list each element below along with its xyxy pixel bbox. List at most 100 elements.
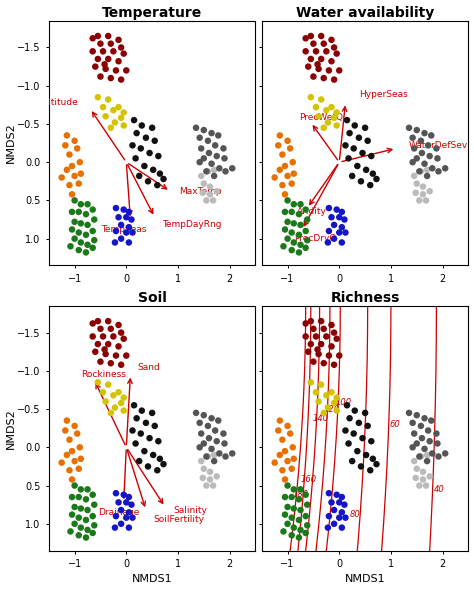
Point <box>310 39 317 48</box>
Point <box>120 205 128 214</box>
Point <box>421 159 428 168</box>
Point <box>89 47 97 56</box>
Point <box>289 442 297 452</box>
Point <box>307 378 315 387</box>
Point <box>192 123 200 133</box>
Point <box>281 447 289 456</box>
Point <box>297 199 304 209</box>
Point <box>412 188 419 198</box>
Point <box>132 439 139 448</box>
Point <box>338 207 346 217</box>
Point <box>219 144 227 153</box>
Point <box>410 144 418 153</box>
Point <box>328 497 335 507</box>
Point <box>303 520 311 530</box>
Text: 180: 180 <box>292 490 309 499</box>
Point <box>295 533 303 542</box>
Point <box>320 359 328 368</box>
Point <box>129 140 137 150</box>
Point <box>213 471 220 481</box>
Text: HyperSeas: HyperSeas <box>359 90 408 99</box>
Point <box>199 473 207 483</box>
Point <box>355 133 363 142</box>
Point <box>419 189 427 199</box>
Point <box>410 171 418 181</box>
Point <box>290 199 298 209</box>
Point <box>66 435 73 444</box>
Point <box>330 42 338 52</box>
Point <box>409 158 417 167</box>
Point <box>280 527 287 536</box>
Point <box>281 189 289 199</box>
Point <box>91 500 98 509</box>
Point <box>62 140 69 150</box>
Point <box>94 378 101 387</box>
Point <box>94 93 101 102</box>
Point <box>66 466 73 475</box>
Title: Richness: Richness <box>330 291 400 304</box>
Point <box>307 54 315 64</box>
Point <box>281 510 289 519</box>
Point <box>348 457 356 466</box>
Point <box>128 215 135 224</box>
Point <box>330 360 338 369</box>
Point <box>210 196 217 205</box>
Point <box>364 421 372 431</box>
Point <box>132 153 139 163</box>
Point <box>320 73 328 83</box>
Point <box>366 466 374 475</box>
Point <box>359 148 366 158</box>
Point <box>210 165 218 175</box>
Point <box>115 103 122 112</box>
Point <box>68 447 76 456</box>
Title: Water availability: Water availability <box>296 5 434 19</box>
Point <box>320 39 328 48</box>
Point <box>416 166 423 176</box>
X-axis label: NMDS1: NMDS1 <box>345 575 385 585</box>
Point <box>66 150 73 159</box>
Point <box>204 452 212 461</box>
Point <box>84 525 91 535</box>
Point <box>351 406 358 415</box>
Point <box>141 161 148 171</box>
Point <box>125 238 133 247</box>
Point <box>288 513 295 522</box>
Point <box>413 439 420 448</box>
Point <box>325 512 333 521</box>
Point <box>111 117 118 127</box>
Point <box>297 240 304 250</box>
Point <box>99 388 107 397</box>
Point <box>68 189 76 199</box>
Point <box>94 316 101 326</box>
Point <box>423 457 431 466</box>
Point <box>58 458 65 467</box>
Point <box>115 497 122 507</box>
Point <box>94 54 101 64</box>
Point <box>361 408 369 418</box>
Point <box>336 513 343 522</box>
Point <box>97 72 104 81</box>
Point <box>330 220 338 230</box>
Point <box>198 171 205 181</box>
Point <box>320 408 328 418</box>
Point <box>318 339 325 349</box>
Point <box>77 454 85 464</box>
Point <box>196 442 203 452</box>
Point <box>417 452 425 461</box>
Point <box>122 497 130 507</box>
Point <box>129 426 137 435</box>
Point <box>104 339 112 349</box>
Point <box>295 494 303 504</box>
Point <box>120 121 128 130</box>
Point <box>109 391 117 400</box>
Point <box>77 199 85 209</box>
Point <box>102 64 109 74</box>
Point <box>112 351 120 360</box>
Point <box>115 57 122 66</box>
Point <box>160 460 167 469</box>
Point <box>94 31 101 41</box>
Point <box>146 434 154 443</box>
Point <box>343 401 351 410</box>
X-axis label: NMDS1: NMDS1 <box>132 575 173 585</box>
Point <box>68 207 76 217</box>
